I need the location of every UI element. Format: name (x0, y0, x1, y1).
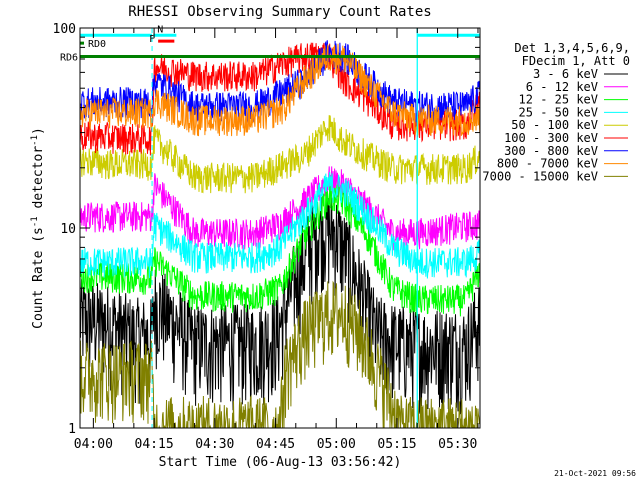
series-7000-15000keV (79, 280, 481, 429)
legend-entry-label: 100 - 300 keV (504, 131, 598, 145)
series-25-50keV (79, 172, 481, 279)
x-tick-label: 05:15 (377, 437, 416, 452)
series-line (79, 172, 481, 279)
x-tick-label: 04:30 (195, 437, 234, 452)
legend-entry-label: 50 - 100 keV (511, 118, 598, 132)
chart-title: RHESSI Observing Summary Count Rates (128, 4, 431, 20)
legend-entry-label: 3 - 6 keV (533, 67, 598, 81)
y-tick-label: 1 (68, 422, 76, 437)
night-flag-label: N (157, 24, 163, 35)
x-tick-label: 05:30 (438, 437, 477, 452)
series-3-6keV (79, 190, 481, 415)
series-line (79, 190, 481, 415)
legend-entry-label: 12 - 25 keV (519, 93, 598, 107)
legend-header-line-1: Det 1,3,4,5,6,9, (514, 41, 630, 55)
data-layer (79, 40, 481, 429)
series-50-100keV (79, 115, 481, 194)
overlay-layer: FN RD0 RD6 (60, 24, 481, 428)
series-line (79, 280, 481, 429)
x-tick-label: 04:00 (74, 437, 113, 452)
flare-flag-label: F (149, 34, 155, 45)
legend-entry-label: 300 - 800 keV (504, 144, 598, 158)
x-tick-label: 05:00 (317, 437, 356, 452)
rd0-label: RD0 (88, 39, 106, 50)
legend: Det 1,3,4,5,6,9, FDecim 1, Att 0 3 - 6 k… (482, 41, 630, 183)
series-800-7000keV (79, 43, 481, 137)
legend-entry-label: 25 - 50 keV (519, 105, 598, 119)
y-tick-label: 10 (60, 222, 76, 237)
series-line (79, 184, 481, 317)
rd6-label: RD6 (60, 53, 78, 64)
footer-timestamp: 21-Oct-2021 09:56 (554, 469, 636, 478)
y-axis-label: Count Rate (s-1 detector-1) (30, 127, 46, 329)
series-line (79, 43, 481, 137)
x-tick-label: 04:45 (256, 437, 295, 452)
series-line (79, 115, 481, 194)
legend-header-line-2: FDecim 1, Att 0 (522, 54, 630, 68)
series-line (79, 42, 481, 156)
x-axis-label: Start Time (06-Aug-13 03:56:42) (159, 455, 402, 470)
y-tick-label: 100 (53, 22, 76, 37)
legend-entry-label: 6 - 12 keV (526, 80, 598, 94)
x-tick-label: 04:15 (135, 437, 174, 452)
axes: 1 10 100 04:00 04:15 04:30 04:45 05:00 05:15 05:3… (53, 22, 480, 452)
series-100-300keV (79, 42, 481, 156)
legend-entry-label: 800 - 7000 keV (497, 157, 598, 171)
legend-entry-label: 7000 - 15000 keV (482, 169, 598, 183)
series-12-25keV (79, 184, 481, 317)
